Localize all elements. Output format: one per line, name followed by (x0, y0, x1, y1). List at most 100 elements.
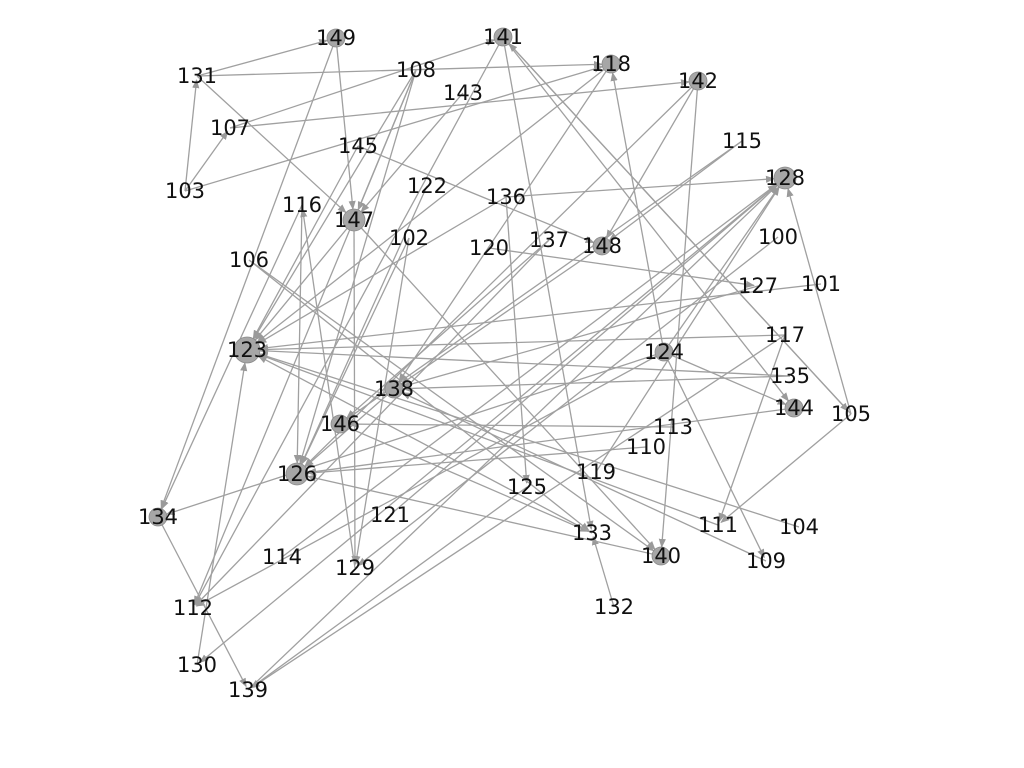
node-121[interactable]: 121 (370, 503, 410, 527)
node-label-122: 122 (407, 174, 447, 198)
edge-120-127 (488, 247, 755, 288)
edge-148-138 (400, 245, 603, 385)
node-135[interactable]: 135 (770, 364, 810, 388)
edge-131-149 (196, 39, 329, 77)
node-label-133: 133 (572, 521, 612, 545)
node-105[interactable]: 105 (831, 402, 871, 426)
node-label-109: 109 (746, 549, 786, 573)
edge-147-123 (254, 219, 355, 341)
node-label-121: 121 (370, 503, 410, 527)
node-109[interactable]: 109 (746, 549, 786, 573)
node-108[interactable]: 108 (396, 58, 436, 82)
node-139[interactable]: 139 (228, 678, 268, 702)
node-label-131: 131 (177, 64, 217, 88)
node-label-123: 123 (227, 338, 267, 362)
node-dot-148 (592, 236, 612, 256)
node-110[interactable]: 110 (626, 435, 666, 459)
edge-124-109 (663, 351, 765, 559)
node-116[interactable]: 116 (282, 193, 322, 217)
node-label-116: 116 (282, 193, 322, 217)
node-126[interactable]: 126 (277, 462, 317, 486)
node-130[interactable]: 130 (177, 653, 217, 677)
node-107[interactable]: 107 (210, 116, 250, 140)
edge-103-118 (184, 65, 604, 192)
node-118[interactable]: 118 (591, 52, 631, 76)
node-label-119: 119 (576, 460, 616, 484)
edge-125-139 (250, 486, 528, 689)
edge-124-118 (610, 71, 665, 353)
edge-145-148 (357, 145, 595, 244)
node-label-126: 126 (277, 462, 317, 486)
node-117[interactable]: 117 (765, 323, 805, 347)
edge-124-134 (165, 351, 665, 516)
node-label-102: 102 (389, 226, 429, 250)
edge-111-123 (258, 353, 719, 526)
node-131[interactable]: 131 (177, 64, 217, 88)
node-label-144: 144 (774, 396, 814, 420)
node-dot-140 (651, 546, 671, 566)
node-114[interactable]: 114 (262, 545, 302, 569)
edge-146-133 (339, 423, 590, 533)
node-127[interactable]: 127 (738, 274, 778, 298)
node-133[interactable]: 133 (572, 521, 612, 545)
node-144[interactable]: 144 (774, 396, 814, 420)
edge-108-126 (298, 69, 417, 465)
node-120[interactable]: 120 (469, 236, 509, 260)
node-146[interactable]: 146 (320, 412, 360, 436)
edge-133-123 (257, 355, 593, 534)
node-122[interactable]: 122 (407, 174, 447, 198)
edge-138-126 (304, 388, 395, 468)
edge-149-134 (160, 37, 337, 510)
edge-117-139 (250, 334, 786, 689)
node-dot-123 (233, 336, 261, 364)
node-label-129: 129 (335, 556, 375, 580)
node-125[interactable]: 125 (507, 475, 547, 499)
edge-110-126 (307, 446, 647, 477)
node-label-139: 139 (228, 678, 268, 702)
node-label-107: 107 (210, 116, 250, 140)
node-129[interactable]: 129 (335, 556, 375, 580)
node-132[interactable]: 132 (594, 595, 634, 619)
node-dot-141 (493, 27, 513, 47)
node-115[interactable]: 115 (722, 129, 762, 153)
node-123[interactable]: 123 (227, 336, 267, 364)
node-143[interactable]: 143 (443, 81, 483, 105)
node-104[interactable]: 104 (779, 515, 819, 539)
node-103[interactable]: 103 (165, 179, 205, 203)
edge-117-123 (259, 334, 786, 354)
node-137[interactable]: 137 (529, 228, 569, 252)
node-label-135: 135 (770, 364, 810, 388)
node-101[interactable]: 101 (801, 272, 841, 296)
node-102[interactable]: 102 (389, 226, 429, 250)
edge-149-147 (335, 37, 356, 210)
node-134[interactable]: 134 (138, 505, 178, 529)
node-111[interactable]: 111 (698, 513, 738, 537)
node-label-137: 137 (529, 228, 569, 252)
node-147[interactable]: 147 (334, 208, 374, 232)
edge-104-123 (258, 353, 800, 528)
node-119[interactable]: 119 (576, 460, 616, 484)
node-148[interactable]: 148 (582, 234, 622, 258)
edge-137-112 (195, 239, 550, 606)
node-label-114: 114 (262, 545, 302, 569)
edge-122-126 (300, 185, 428, 465)
edge-129-116 (300, 208, 356, 569)
node-113[interactable]: 113 (653, 415, 693, 439)
node-141[interactable]: 141 (483, 25, 523, 49)
node-142[interactable]: 142 (678, 69, 718, 93)
node-145[interactable]: 145 (338, 134, 378, 158)
edge-131-147 (196, 75, 347, 214)
node-112[interactable]: 112 (173, 596, 213, 620)
node-140[interactable]: 140 (641, 544, 681, 568)
node-149[interactable]: 149 (316, 26, 356, 50)
node-128[interactable]: 128 (765, 166, 805, 190)
node-136[interactable]: 136 (486, 185, 526, 209)
node-label-145: 145 (338, 134, 378, 158)
node-dot-128 (773, 166, 797, 190)
node-106[interactable]: 106 (229, 248, 269, 272)
node-124[interactable]: 124 (644, 340, 684, 364)
node-138[interactable]: 138 (374, 377, 414, 401)
edge-147-129 (351, 219, 359, 565)
node-100[interactable]: 100 (758, 225, 798, 249)
